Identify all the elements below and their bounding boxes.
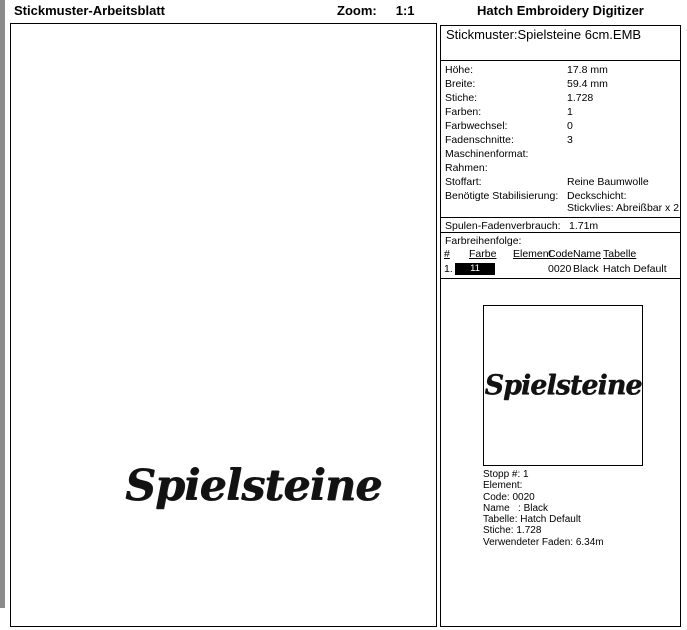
color-sequence-row: 1. 11 0020 Black Hatch Default [441,262,680,277]
color-swatch: 11 [455,263,495,275]
info-row-stiche: Stiche: 1.728 [445,92,594,104]
row-code: 0020 [548,263,572,275]
color-sequence-title: Farbreihenfolge: [445,235,522,247]
info-row-spulen-fadenverbrauch: Spulen-Fadenverbrauch: 1.71m [441,218,680,233]
color-sequence-header-row: # Farbe Element Code Name Tabelle [441,248,680,262]
row-tabelle: Hatch Default [603,263,667,275]
stop-detail-section: Spielsteine Stopp #: 1 Element: Code: 00… [441,279,680,626]
stop-code: Code: 0020 [483,491,535,503]
design-title: Stickmuster:Spielsteine 6cm.EMB [446,27,642,42]
design-canvas: Spielsteine [10,23,437,627]
header-bar: Stickmuster-Arbeitsblatt Zoom: 1:1 Hatch … [0,3,687,23]
stop-details: Stopp #: 1 Element: Code: 0020 Name : Bl… [483,469,604,548]
info-row-farbwechsel: Farbwechsel: 0 [445,120,573,132]
row-num: 1. [444,263,453,275]
thumbnail-text: Spielsteine [484,370,643,401]
col-header-farbe: Farbe [469,248,497,260]
page-edge-strip [0,0,5,608]
col-header-code: Code [548,248,574,260]
color-sequence-section: Farbreihenfolge: # Farbe Element Code Na… [441,233,680,279]
info-row-hoehe: Höhe: 17.8 mm [445,64,608,76]
info-row-maschinenformat: Maschinenformat: [445,148,529,160]
stop-tabelle: Tabelle: Hatch Default [483,514,581,526]
row-name: Black [573,263,599,275]
zoom-value: 1:1 [395,3,415,18]
info-panel: Stickmuster:Spielsteine 6cm.EMB Höhe: 17… [440,25,681,627]
info-row-stoffart: Stoffart: Reine Baumwolle [445,176,649,188]
info-row-fadenschnitte: Fadenschnitte: 3 [445,134,573,146]
info-row-stabilisierung: Benötigte Stabilisierung: Deckschicht: St… [445,190,680,214]
col-header-element: Element [513,248,552,260]
info-row-farben: Farben: 1 [445,106,573,118]
design-title-box: Stickmuster:Spielsteine 6cm.EMB [441,26,680,61]
design-preview-text: Spielsteine [125,461,383,511]
design-info-table: Höhe: 17.8 mm Breite: 59.4 mm Stiche: 1.… [441,61,680,218]
stop-faden: Verwendeter Faden: 6.34m [483,536,604,548]
worksheet-title: Stickmuster-Arbeitsblatt [14,3,165,18]
stop-element: Element: [483,480,523,492]
stop-name: Name : Black [483,502,549,514]
col-header-tabelle: Tabelle [603,248,637,260]
zoom-indicator: Zoom: 1:1 [337,3,415,18]
stop-stiche: Stiche: 1.728 [483,525,542,537]
col-header-name: Name [573,248,602,260]
app-name: Hatch Embroidery Digitizer [477,3,644,18]
stop-number: Stopp #: 1 [483,469,529,480]
zoom-label: Zoom: [337,3,377,18]
info-row-breite: Breite: 59.4 mm [445,78,608,90]
design-thumbnail: Spielsteine [483,305,643,466]
info-row-rahmen: Rahmen: [445,162,488,174]
col-header-num: # [444,248,450,260]
